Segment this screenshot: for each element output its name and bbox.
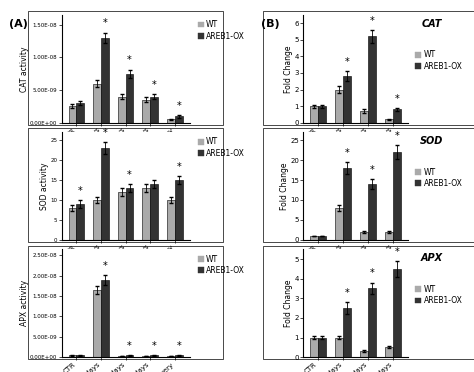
Bar [93,290,101,357]
Bar [150,356,158,357]
Bar [310,337,318,357]
Bar [126,74,134,123]
Bar [126,356,134,357]
Bar [335,337,343,357]
Legend: WT, AREB1-OX: WT, AREB1-OX [196,253,246,276]
Bar [69,106,76,123]
Bar [368,184,376,240]
Bar [368,36,376,123]
Bar [393,109,401,123]
Bar [385,119,393,123]
Text: *: * [370,165,374,175]
Bar [101,148,109,240]
Text: *: * [102,260,107,270]
Text: (A): (A) [9,19,28,29]
Text: *: * [78,186,82,196]
Bar [343,168,351,240]
Text: *: * [176,162,181,172]
Bar [393,269,401,357]
Bar [150,97,158,123]
Bar [385,232,393,240]
Bar [118,356,126,357]
Legend: WT, AREB1-OX: WT, AREB1-OX [413,283,464,307]
Legend: WT, AREB1-OX: WT, AREB1-OX [196,136,246,159]
Bar [167,119,175,123]
Y-axis label: SOD activity: SOD activity [40,162,49,210]
Y-axis label: Fold Change: Fold Change [284,279,293,327]
Bar [393,152,401,240]
Bar [343,308,351,357]
Legend: WT, AREB1-OX: WT, AREB1-OX [413,49,464,72]
Text: *: * [345,148,349,158]
Bar [385,347,393,357]
Text: *: * [102,128,107,138]
Bar [118,97,126,123]
Bar [318,106,326,123]
Text: SOD: SOD [419,136,443,146]
Text: APX: APX [420,253,442,263]
Bar [101,280,109,357]
Bar [335,90,343,123]
Text: *: * [176,100,181,110]
Text: *: * [394,131,399,141]
Text: *: * [345,288,349,298]
Bar [360,111,368,123]
Y-axis label: APX activity: APX activity [20,280,29,326]
Bar [318,236,326,240]
Bar [101,38,109,123]
Bar [167,356,175,357]
Legend: WT, AREB1-OX: WT, AREB1-OX [196,19,246,42]
Bar [76,204,84,240]
Bar [368,288,376,357]
Text: *: * [127,55,132,65]
Text: (B): (B) [261,19,279,29]
Bar [150,184,158,240]
Bar [318,337,326,357]
Bar [310,106,318,123]
Y-axis label: Fold Change: Fold Change [280,162,289,210]
Y-axis label: Fold Change: Fold Change [284,45,293,93]
Bar [142,100,150,123]
Bar [118,192,126,240]
Text: *: * [370,16,374,26]
Bar [126,188,134,240]
Bar [69,208,76,240]
Bar [335,208,343,240]
Bar [175,356,182,357]
Bar [93,200,101,240]
Text: *: * [152,80,156,90]
Legend: WT, AREB1-OX: WT, AREB1-OX [413,166,464,189]
Bar [360,232,368,240]
Text: *: * [394,93,399,103]
Bar [175,116,182,123]
Bar [310,236,318,240]
Y-axis label: CAT activity: CAT activity [20,46,29,92]
Text: *: * [370,268,374,278]
Bar [76,356,84,357]
Text: *: * [345,57,349,67]
Text: *: * [176,341,181,351]
Text: *: * [152,341,156,351]
Bar [69,356,76,357]
Bar [343,76,351,123]
Bar [360,351,368,357]
Text: CAT: CAT [421,19,441,29]
Text: *: * [394,247,399,257]
Text: *: * [127,341,132,351]
Bar [142,188,150,240]
Bar [142,356,150,357]
Bar [175,180,182,240]
Bar [76,103,84,123]
Text: *: * [102,18,107,28]
Text: *: * [127,170,132,180]
Bar [93,84,101,123]
Bar [167,200,175,240]
